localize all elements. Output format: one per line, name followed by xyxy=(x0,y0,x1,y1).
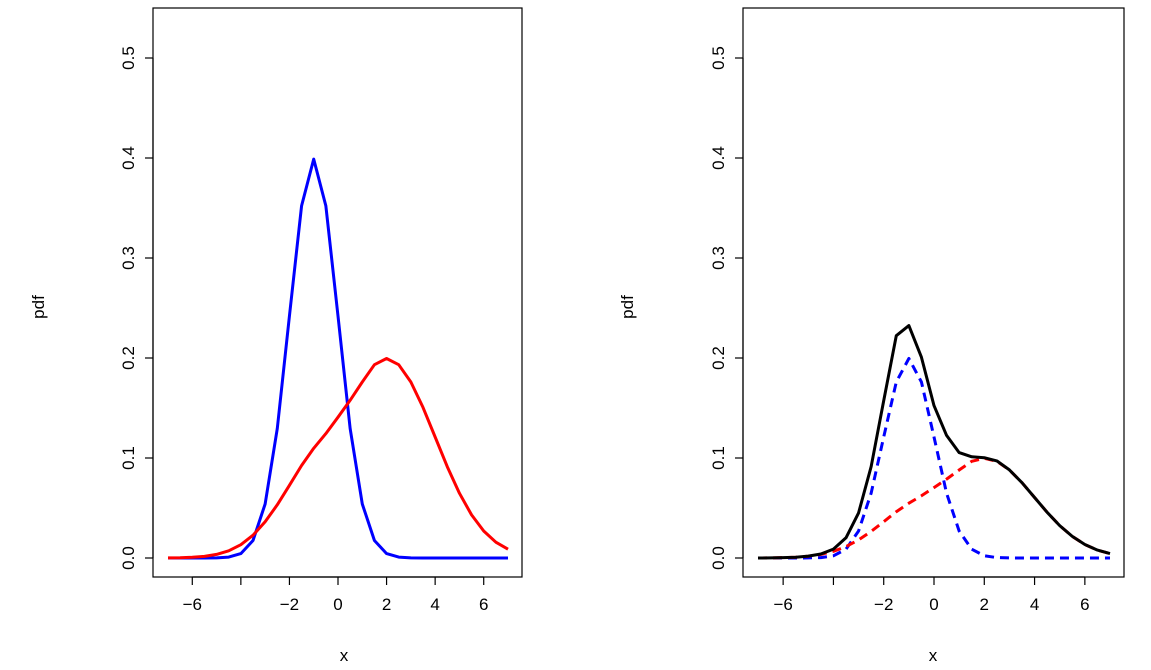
series-line-1 xyxy=(167,357,509,560)
x-tick-label: −6 xyxy=(183,595,202,614)
x-tick-label: 6 xyxy=(1080,595,1089,614)
x-axis: −6 −2 0 2 4 6 xyxy=(773,576,1090,614)
y-tick-label: 0.4 xyxy=(709,146,728,170)
plot-frame xyxy=(742,7,1125,578)
y-tick-label: 0.4 xyxy=(119,146,138,170)
series-line-1 xyxy=(757,456,1111,560)
series-line-0 xyxy=(168,157,508,560)
x-tick-label: 0 xyxy=(929,595,938,614)
x-tick-label: 0 xyxy=(333,595,342,614)
x-axis: −6 −2 0 2 4 6 xyxy=(183,576,488,614)
y-axis-label: pdf xyxy=(29,295,48,319)
series-line-2 xyxy=(757,324,1111,560)
y-tick-label: 0.5 xyxy=(119,46,138,70)
x-tick-label: 4 xyxy=(430,595,439,614)
y-tick-label: 0.5 xyxy=(709,46,728,70)
y-tick-label: 0.1 xyxy=(119,446,138,470)
y-tick-label: 0.0 xyxy=(119,546,138,570)
x-axis-label: x xyxy=(340,646,349,665)
y-axis: 0.0 0.1 0.2 0.3 0.4 0.5 xyxy=(709,46,744,570)
x-tick-label: 6 xyxy=(479,595,488,614)
series-line-0 xyxy=(758,357,1110,560)
x-tick-label: −2 xyxy=(280,595,299,614)
x-axis-label: x xyxy=(929,646,938,665)
y-axis-label: pdf xyxy=(618,295,637,319)
y-tick-label: 0.0 xyxy=(709,546,728,570)
y-tick-label: 0.3 xyxy=(709,246,728,270)
plot-lines xyxy=(757,324,1111,560)
x-tick-label: 4 xyxy=(1030,595,1039,614)
plot-frame xyxy=(152,7,523,578)
x-tick-label: 2 xyxy=(980,595,989,614)
x-tick-label: 2 xyxy=(382,595,391,614)
x-tick-label: −2 xyxy=(874,595,893,614)
x-tick-label: −6 xyxy=(773,595,792,614)
y-tick-label: 0.2 xyxy=(119,346,138,370)
right-panel: 0.0 0.1 0.2 0.3 0.4 0.5 −6 −2 0 2 4 6 x pdf xyxy=(618,7,1125,665)
y-tick-label: 0.1 xyxy=(709,446,728,470)
y-tick-label: 0.2 xyxy=(709,346,728,370)
plot-lines xyxy=(167,157,509,560)
y-axis: 0.0 0.1 0.2 0.3 0.4 0.5 xyxy=(119,46,154,570)
y-tick-label: 0.3 xyxy=(119,246,138,270)
left-panel: 0.0 0.1 0.2 0.3 0.4 0.5 −6 −2 0 2 4 6 x pdf xyxy=(29,7,523,665)
